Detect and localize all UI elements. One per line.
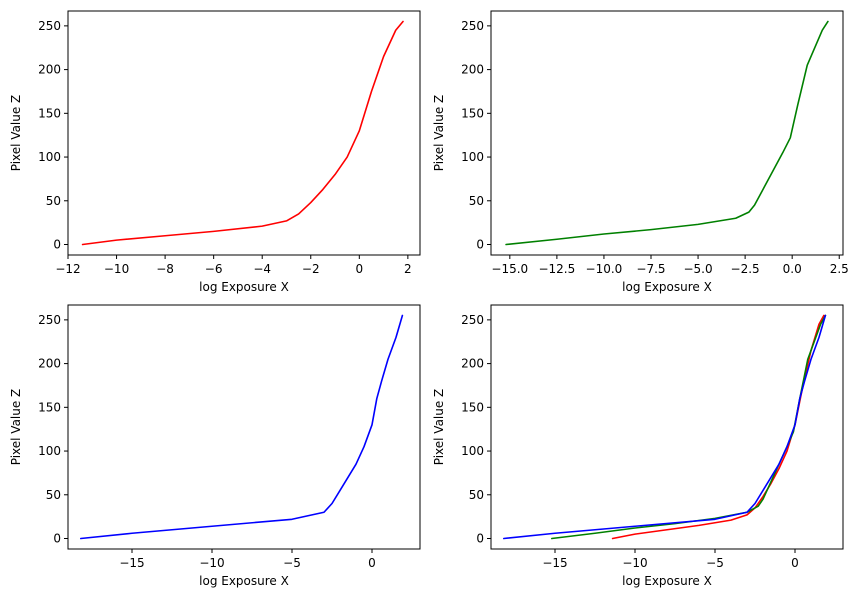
x-tick-label: −5 (283, 556, 301, 570)
x-tick-label: 0 (368, 556, 376, 570)
x-tick-label: 0 (791, 556, 799, 570)
subplot-4: −15 −10 −5 0 0 50 100 150 200 250 log Exposure X Pi… (432, 304, 844, 588)
y-axis-label: Pixel Value Z (9, 95, 23, 172)
y-tick-label: 250 (38, 19, 61, 33)
y-tick-label: 250 (461, 313, 484, 327)
x-tick-label: 0 (355, 262, 363, 276)
x-tick-label: −5 (706, 556, 724, 570)
x-tick-label: −2 (302, 262, 320, 276)
y-tick-label: 0 (53, 532, 61, 546)
y-tick-label: 150 (38, 400, 61, 414)
y-tick-label: 250 (461, 19, 484, 33)
y-axis-label: Pixel Value Z (432, 389, 446, 466)
x-tick-label: −2.5 (731, 262, 760, 276)
x-tick-label: −15.0 (491, 262, 528, 276)
y-tick-label: 0 (476, 238, 484, 252)
x-tick-label: −4 (253, 262, 271, 276)
y-tick-label: 50 (46, 194, 61, 208)
y-tick-label: 150 (38, 106, 61, 120)
x-tick-label: −6 (205, 262, 223, 276)
y-tick-label: 0 (476, 532, 484, 546)
x-tick-label: −15 (542, 556, 567, 570)
subplot-3: −15 −10 −5 0 0 50 100 150 200 250 log Exposure X Pi… (9, 304, 421, 588)
series-line-1 (80, 314, 404, 540)
subplot-2: −15.0 −12.5 −10.0 −7.5 −5.0 −2.5 0.0 2.5 0 50 100 1… (432, 10, 849, 294)
x-tick-label: −8 (156, 262, 174, 276)
x-tick-label: −12.5 (538, 262, 575, 276)
axes-frame (67, 10, 421, 256)
axes-frame (67, 304, 421, 550)
y-axis-label: Pixel Value Z (432, 95, 446, 172)
x-tick-label: 0.0 (783, 262, 802, 276)
series-line-1 (81, 20, 404, 246)
y-tick-label: 100 (38, 444, 61, 458)
x-axis-label: log Exposure X (622, 574, 712, 588)
subplot-1: −12 −10 −8 −6 −4 −2 0 2 0 50 100 150 200 250 log Expos… (9, 10, 421, 294)
y-tick-label: 200 (461, 63, 484, 77)
y-tick-label: 100 (38, 150, 61, 164)
x-axis-label: log Exposure X (199, 280, 289, 294)
y-tick-label: 150 (461, 106, 484, 120)
y-tick-label: 200 (461, 357, 484, 371)
y-tick-label: 50 (46, 488, 61, 502)
x-tick-label: 2 (404, 262, 412, 276)
x-axis-label: log Exposure X (622, 280, 712, 294)
x-axis-label: log Exposure X (199, 574, 289, 588)
y-tick-label: 0 (53, 238, 61, 252)
y-axis-label: Pixel Value Z (9, 389, 23, 466)
y-tick-label: 250 (38, 313, 61, 327)
x-tick-label: −10 (104, 262, 129, 276)
series-line-3 (502, 314, 827, 540)
series-line-1 (505, 20, 829, 246)
y-tick-label: 100 (461, 150, 484, 164)
x-tick-label: −12 (55, 262, 80, 276)
x-tick-label: −15 (119, 556, 144, 570)
series-line-2 (550, 314, 827, 540)
x-tick-label: −10 (199, 556, 224, 570)
y-tick-label: 200 (38, 63, 61, 77)
y-tick-label: 100 (461, 444, 484, 458)
x-tick-label: −10.0 (586, 262, 623, 276)
x-tick-label: −7.5 (636, 262, 665, 276)
x-tick-label: 2.5 (830, 262, 849, 276)
y-tick-label: 50 (469, 488, 484, 502)
y-tick-label: 50 (469, 194, 484, 208)
y-tick-label: 150 (461, 400, 484, 414)
x-tick-label: −5.0 (683, 262, 712, 276)
axes-frame (490, 304, 844, 550)
y-tick-label: 200 (38, 357, 61, 371)
x-tick-label: −10 (622, 556, 647, 570)
axes-frame (490, 10, 844, 256)
